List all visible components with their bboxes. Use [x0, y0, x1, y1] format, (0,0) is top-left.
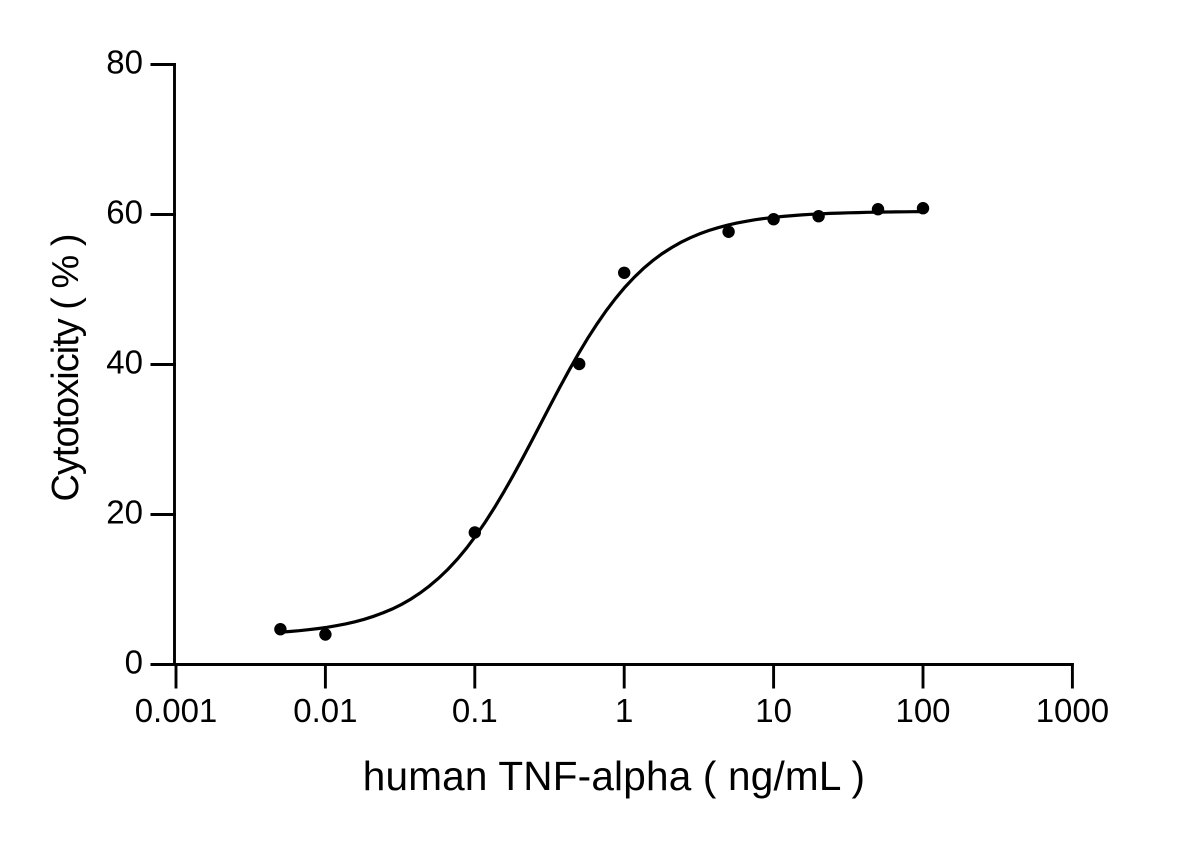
svg-text:60: 60: [106, 194, 143, 231]
svg-text:80: 80: [106, 44, 143, 81]
svg-text:Cytotoxicity ( % ): Cytotoxicity ( % ): [45, 234, 87, 501]
svg-text:human TNF-alpha ( ng/mL ): human TNF-alpha ( ng/mL ): [363, 753, 865, 799]
svg-text:20: 20: [106, 494, 143, 531]
svg-text:40: 40: [106, 344, 143, 381]
svg-text:0: 0: [125, 644, 143, 681]
svg-text:0.01: 0.01: [293, 692, 357, 729]
svg-text:10: 10: [755, 692, 792, 729]
svg-text:1000: 1000: [1036, 692, 1109, 729]
svg-text:100: 100: [895, 692, 950, 729]
svg-text:0.1: 0.1: [452, 692, 498, 729]
svg-text:0.001: 0.001: [135, 692, 218, 729]
svg-text:1: 1: [615, 692, 633, 729]
